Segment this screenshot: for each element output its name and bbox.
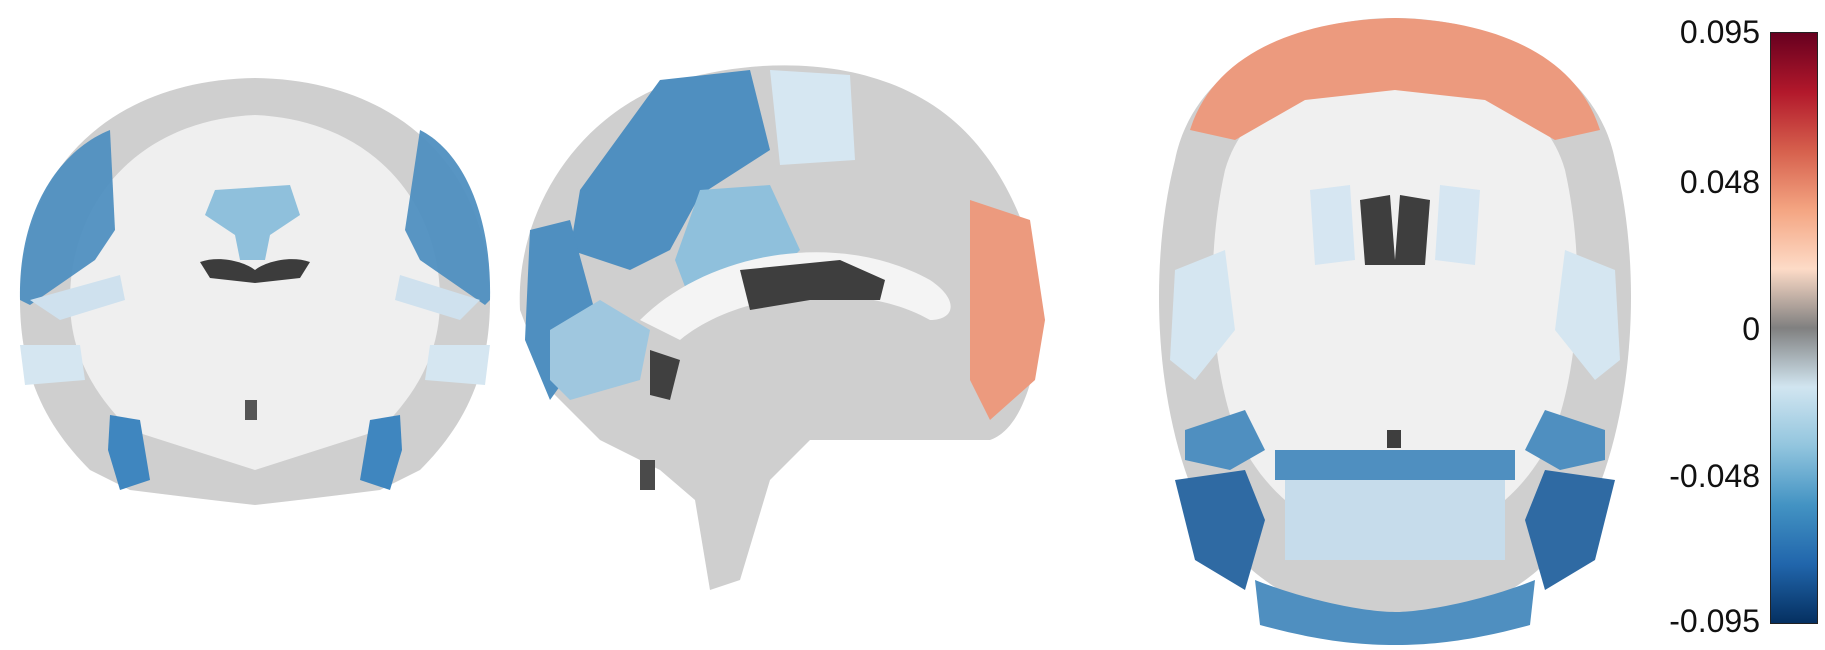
coronal-third-ventricle xyxy=(245,400,257,420)
sagittal-fourth-ventricle xyxy=(640,460,655,490)
sagittal-paracentral-pale xyxy=(770,70,855,165)
axial-left-insula-pale xyxy=(1170,250,1235,380)
colorbar-tick-min: -0.095 xyxy=(1669,603,1760,639)
axial-right-occipital-dark xyxy=(1525,470,1615,590)
axial-right-caudate-pale xyxy=(1435,185,1480,265)
axial-occipital-pole xyxy=(1255,580,1535,645)
axial-right-temporal-mid xyxy=(1525,410,1605,470)
sagittal-frontal-region xyxy=(970,200,1045,420)
coronal-left-temporal xyxy=(108,415,150,490)
colorbar-tick-max: 0.095 xyxy=(1679,14,1760,50)
coronal-white-matter xyxy=(70,115,440,470)
coronal-right-region xyxy=(405,130,491,305)
sagittal-lingual-light xyxy=(550,300,650,400)
axial-left-temporal-mid xyxy=(1185,410,1265,470)
axial-frontal-region xyxy=(1190,18,1600,140)
coronal-view xyxy=(0,0,510,650)
colorbar-tick-high: 0.048 xyxy=(1679,164,1760,200)
colorbar xyxy=(1770,32,1818,624)
sagittal-ventricle xyxy=(740,260,885,310)
axial-left-occipital-dark xyxy=(1175,470,1265,590)
colorbar-tick-zero: 0 xyxy=(1742,311,1760,347)
axial-view xyxy=(1135,0,1655,650)
coronal-right-pale-strip xyxy=(425,345,490,385)
axial-white-matter xyxy=(1212,75,1578,545)
sagittal-third-ventricle xyxy=(650,350,680,400)
axial-fourth-ventricle xyxy=(1387,430,1401,448)
coronal-right-temporal xyxy=(360,415,402,490)
axial-right-insula-pale xyxy=(1555,250,1620,380)
coronal-central-region xyxy=(205,185,300,260)
sagittal-view xyxy=(510,0,1140,650)
colorbar-tick-low: -0.048 xyxy=(1669,458,1760,494)
axial-cuneus-mid xyxy=(1275,450,1515,480)
axial-cerebellum-light xyxy=(1285,480,1505,560)
sagittal-parietal-region xyxy=(570,70,770,270)
coronal-ventricles xyxy=(200,259,310,283)
axial-ventricles xyxy=(1360,195,1430,265)
coronal-right-pale-band xyxy=(395,275,480,320)
coronal-left-pale-strip xyxy=(20,345,85,385)
coronal-left-region xyxy=(19,130,115,305)
axial-left-caudate-pale xyxy=(1310,185,1355,265)
coronal-left-pale-band xyxy=(30,275,125,320)
